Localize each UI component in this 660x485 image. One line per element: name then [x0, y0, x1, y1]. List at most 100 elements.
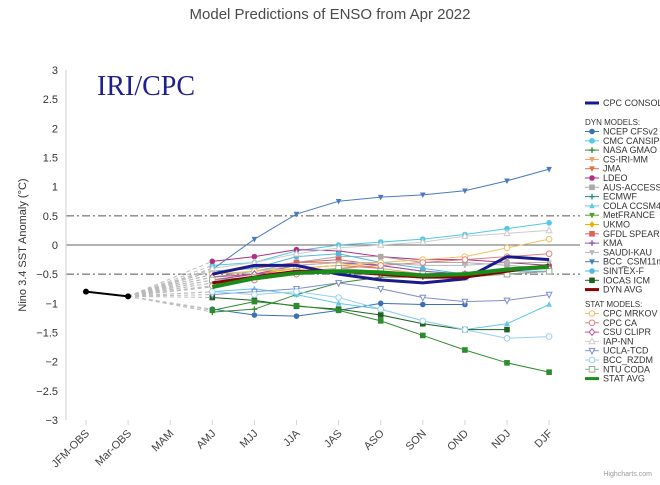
legend-item-cola-ccsm4[interactable]: COLA CCSM4	[585, 201, 660, 211]
fan-line	[128, 286, 213, 297]
legend-item-iocas-icm[interactable]: IOCAS ICM	[585, 275, 650, 285]
chart-credit: Highcharts.com	[603, 471, 652, 478]
legend-label: CMC CANSIP	[603, 136, 660, 146]
legend-swatch-marker	[589, 268, 595, 274]
legend-label: DYN AVG	[603, 285, 642, 295]
series-line	[211, 255, 550, 285]
series-point	[335, 256, 342, 263]
legend-item-dyn-avg[interactable]: DYN AVG	[585, 285, 642, 295]
legend-item-cs-iri-mm[interactable]: CS-IRI-MM	[585, 154, 648, 164]
series-ucla-tcd	[208, 280, 553, 307]
legend-label: NTU CODA	[603, 364, 650, 374]
series-point	[504, 260, 510, 266]
fan-line	[127, 260, 213, 297]
series-point	[420, 301, 426, 308]
series-point	[335, 307, 342, 314]
series-point	[545, 225, 553, 234]
series-point	[504, 360, 510, 366]
fan-line	[128, 294, 213, 297]
legend-header-stat: STAT MODELS:	[585, 300, 642, 309]
legend-item-ecmwf[interactable]: ECMWF	[585, 192, 637, 202]
legend-label: KMA	[603, 238, 623, 248]
y-tick-label: −1	[45, 298, 58, 310]
legend-item-ntu-coda[interactable]: NTU CODA	[585, 364, 650, 374]
series-point	[251, 253, 258, 260]
series-cpc-consol	[211, 255, 550, 285]
legend-item-sintex-f[interactable]: SINTEX-F	[585, 266, 645, 276]
series-bcc-csm11m	[209, 166, 552, 273]
legend-item-aus-access[interactable]: AUS-ACCESS	[585, 182, 660, 192]
legend-item-csu-clipr[interactable]: CSU CLIPR	[585, 327, 652, 337]
series-point	[293, 211, 300, 218]
series-point	[335, 300, 342, 306]
legend-item-cpc-mrkov[interactable]: CPC MRKOV	[585, 309, 658, 319]
legend-item-nasa-gmao[interactable]: NASA GMAO	[585, 145, 657, 155]
series-point	[377, 305, 385, 313]
legend-item-bcc-rzdm[interactable]: BCC_RZDM	[585, 355, 653, 365]
legend-item-cmc-cansip[interactable]: CMC CANSIP	[585, 136, 660, 146]
series-point	[335, 250, 342, 257]
series-point	[420, 265, 426, 272]
series-point	[293, 259, 300, 266]
legend-swatch-marker	[589, 128, 595, 135]
legend-label: JMA	[603, 164, 621, 174]
legend-item-stat-avg[interactable]: STAT AVG	[585, 374, 645, 384]
legend-item-ldeo[interactable]: LDEO	[585, 173, 628, 183]
series-iap-nn	[208, 225, 553, 272]
legend-swatch-marker	[588, 347, 596, 356]
legend-item-ukmo[interactable]: UKMO	[585, 220, 630, 230]
fan-line	[127, 267, 213, 297]
legend-item-gfdl-spear[interactable]: GFDL SPEAR	[585, 229, 660, 239]
legend-item-cpc-ca[interactable]: CPC CA	[585, 318, 637, 328]
x-tick-label: AMJ	[194, 428, 218, 452]
legend-item-saudi-kau[interactable]: SAUDI-KAU	[585, 247, 652, 257]
series-point	[334, 243, 343, 251]
series-point	[377, 318, 384, 324]
legend-item-iap-nn[interactable]: IAP-NN	[585, 336, 634, 346]
series-point	[293, 302, 300, 309]
x-tick-label: JFM-OBS	[49, 428, 92, 471]
x-tick-label: OND	[445, 428, 471, 454]
series-point	[503, 335, 511, 342]
legend-label: CSU CLIPR	[603, 327, 652, 337]
series-point	[335, 198, 342, 205]
series-point	[209, 258, 216, 265]
y-tick-label: 0	[52, 240, 58, 252]
legend-swatch-marker	[589, 138, 595, 144]
legend-label: AUS-ACCESS	[603, 182, 660, 192]
series-point	[504, 178, 510, 185]
series-point	[377, 312, 384, 318]
legend-header-dyn: DYN MODELS:	[585, 118, 640, 127]
legend-swatch-marker	[588, 310, 596, 317]
series-point	[504, 225, 510, 232]
y-tick-label: 2.5	[43, 94, 58, 106]
legend-item-cpc-consol[interactable]: CPC CONSOL	[585, 98, 660, 108]
series-point	[461, 326, 469, 333]
legend-item-metfrance[interactable]: MetFRANCE	[585, 210, 655, 220]
series-point	[545, 250, 553, 258]
legend-label: CS-IRI-MM	[603, 154, 648, 164]
legend-swatch-marker	[589, 157, 595, 163]
series-point	[503, 244, 511, 252]
legend-item-bcc-csm11m[interactable]: BCC_CSM11m	[585, 257, 660, 267]
legend-item-ncep-cfsv2[interactable]: NCEP CFSv2	[585, 127, 658, 137]
series-point	[251, 306, 258, 312]
observed-line	[85, 290, 129, 298]
legend-item-kma[interactable]: KMA	[585, 238, 623, 248]
legend-swatch-marker	[588, 366, 596, 373]
y-tick-label: 3	[52, 65, 58, 77]
legend-item-jma[interactable]: JMA	[585, 164, 621, 174]
series-point	[546, 369, 552, 375]
y-tick-label: −2.5	[36, 386, 58, 398]
series-point	[377, 262, 385, 269]
legend-swatch-marker	[589, 202, 595, 209]
series-point	[251, 291, 258, 298]
series-point	[335, 294, 342, 301]
series-point	[209, 307, 216, 314]
series-stat-avg	[211, 264, 550, 289]
series-point	[461, 256, 469, 263]
legend-label: LDEO	[603, 173, 628, 183]
legend-swatch-marker	[589, 175, 595, 181]
legend-item-ucla-tcd[interactable]: UCLA-TCD	[585, 346, 649, 356]
series-point	[462, 347, 468, 353]
